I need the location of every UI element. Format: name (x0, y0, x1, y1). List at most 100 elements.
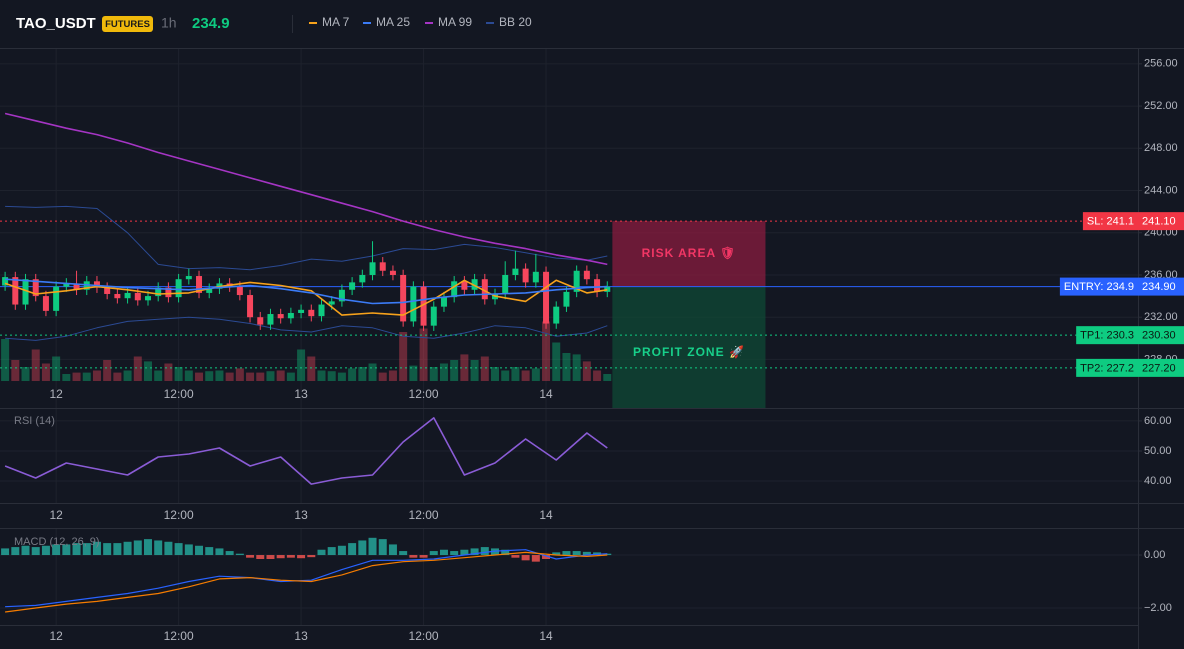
volume-bar (531, 368, 540, 381)
candle-body (32, 279, 39, 297)
candle-body (236, 286, 243, 296)
moving-average (4, 279, 608, 316)
candle-body (512, 268, 519, 275)
macd-histogram-bar (174, 543, 183, 556)
macd-histogram-bar (531, 555, 540, 562)
level-label: TP2: 227.2 (1080, 362, 1134, 374)
volume-bar (307, 356, 316, 381)
macd-histogram-bar (266, 555, 275, 560)
candle-body (379, 262, 386, 271)
zone-label: RISK AREA 🛡 (642, 246, 737, 260)
volume-bar (215, 370, 224, 381)
candle-body (124, 292, 131, 299)
volume-bar (52, 356, 61, 381)
macd-histogram-bar (195, 545, 204, 556)
x-tick-label: 12 (49, 387, 63, 401)
candle-body (63, 283, 70, 287)
candle-body (155, 287, 162, 297)
volume-bar (225, 372, 234, 381)
volume-bar (491, 367, 500, 381)
macd-histogram-bar (337, 545, 346, 556)
candle-body (594, 279, 601, 292)
candle-body (185, 276, 192, 280)
x-tick-label: 14 (539, 629, 553, 643)
x-tick-label: 13 (294, 508, 308, 522)
candle-body (440, 297, 447, 307)
macd-histogram-bar (348, 543, 357, 556)
candle-body (165, 287, 172, 298)
volume-bar (429, 367, 438, 381)
level-tag (1059, 277, 1138, 296)
macd-histogram-bar (603, 553, 612, 556)
volume-bar (439, 363, 448, 381)
macd-histogram-bar (41, 545, 50, 556)
macd-histogram-bar (327, 547, 336, 556)
volume-bar (143, 361, 152, 381)
macd-histogram-bar (246, 555, 255, 558)
macd-histogram-bar (143, 539, 152, 556)
y-tick-label: 256.00 (1144, 58, 1178, 70)
legend-label: MA 7 (322, 15, 350, 29)
volume-bar (409, 365, 418, 381)
candle-body (349, 282, 356, 290)
volume-bar (470, 360, 479, 381)
macd-histogram-bar (562, 551, 571, 556)
macd-histogram-bar (480, 547, 489, 556)
volume-bar (235, 368, 244, 381)
volume-bar (378, 372, 387, 381)
volume-bar (286, 372, 295, 381)
x-tick-label: 12:00 (409, 508, 439, 522)
macd-histogram-bar (11, 547, 20, 556)
level-price: 227.20 (1142, 362, 1176, 374)
macd-histogram-bar (133, 540, 142, 556)
volume-bar (164, 363, 173, 381)
macd-histogram-bar (62, 544, 71, 556)
volume-bar (92, 370, 101, 381)
moving-average (4, 112, 608, 266)
legend-label: MA 99 (438, 15, 472, 29)
x-tick-label: 13 (294, 629, 308, 643)
macd-histogram-bar (92, 541, 101, 556)
macd-histogram-bar (399, 551, 408, 556)
macd-histogram-bar (113, 543, 122, 556)
level-tag (1082, 212, 1138, 231)
candle-body (389, 270, 396, 275)
volume-bar (460, 354, 469, 381)
macd-histogram-bar (82, 543, 91, 556)
bb-lower (5, 316, 608, 341)
x-tick-label: 12:00 (164, 629, 194, 643)
candle-body (257, 317, 264, 325)
candle-body (114, 293, 121, 299)
macd-histogram-bar (419, 555, 428, 558)
candle-body (308, 309, 315, 317)
candle-body (287, 312, 294, 319)
candle-body (42, 296, 49, 311)
level-label: SL: 241.1 (1087, 216, 1134, 228)
macd-histogram-bar (542, 555, 551, 560)
volume-bar (542, 321, 551, 381)
macd-histogram-bar (521, 555, 530, 561)
candle-body (247, 295, 254, 318)
candle-body (522, 268, 529, 283)
volume-bar (297, 349, 306, 381)
candle-body (604, 286, 611, 292)
macd-histogram-bar (215, 548, 224, 556)
macd-histogram-bar (501, 549, 510, 556)
candle-body (93, 281, 100, 288)
x-tick-label: 12:00 (409, 629, 439, 643)
candle-body (583, 270, 590, 280)
interval: 1h (161, 15, 177, 31)
candle-body (267, 314, 274, 325)
candle-body (134, 292, 141, 301)
volume-bar (256, 372, 265, 381)
level-label: ENTRY: 234.9 (1064, 281, 1134, 293)
y-tick-label: 232.00 (1144, 311, 1178, 323)
macd-histogram-bar (409, 555, 418, 558)
macd-histogram-bar (491, 548, 500, 556)
candle-body (430, 306, 437, 326)
macd-histogram-bar (276, 555, 285, 559)
candle-body (12, 277, 19, 305)
macd-histogram-bar (450, 551, 459, 556)
macd-histogram-bar (72, 543, 81, 556)
